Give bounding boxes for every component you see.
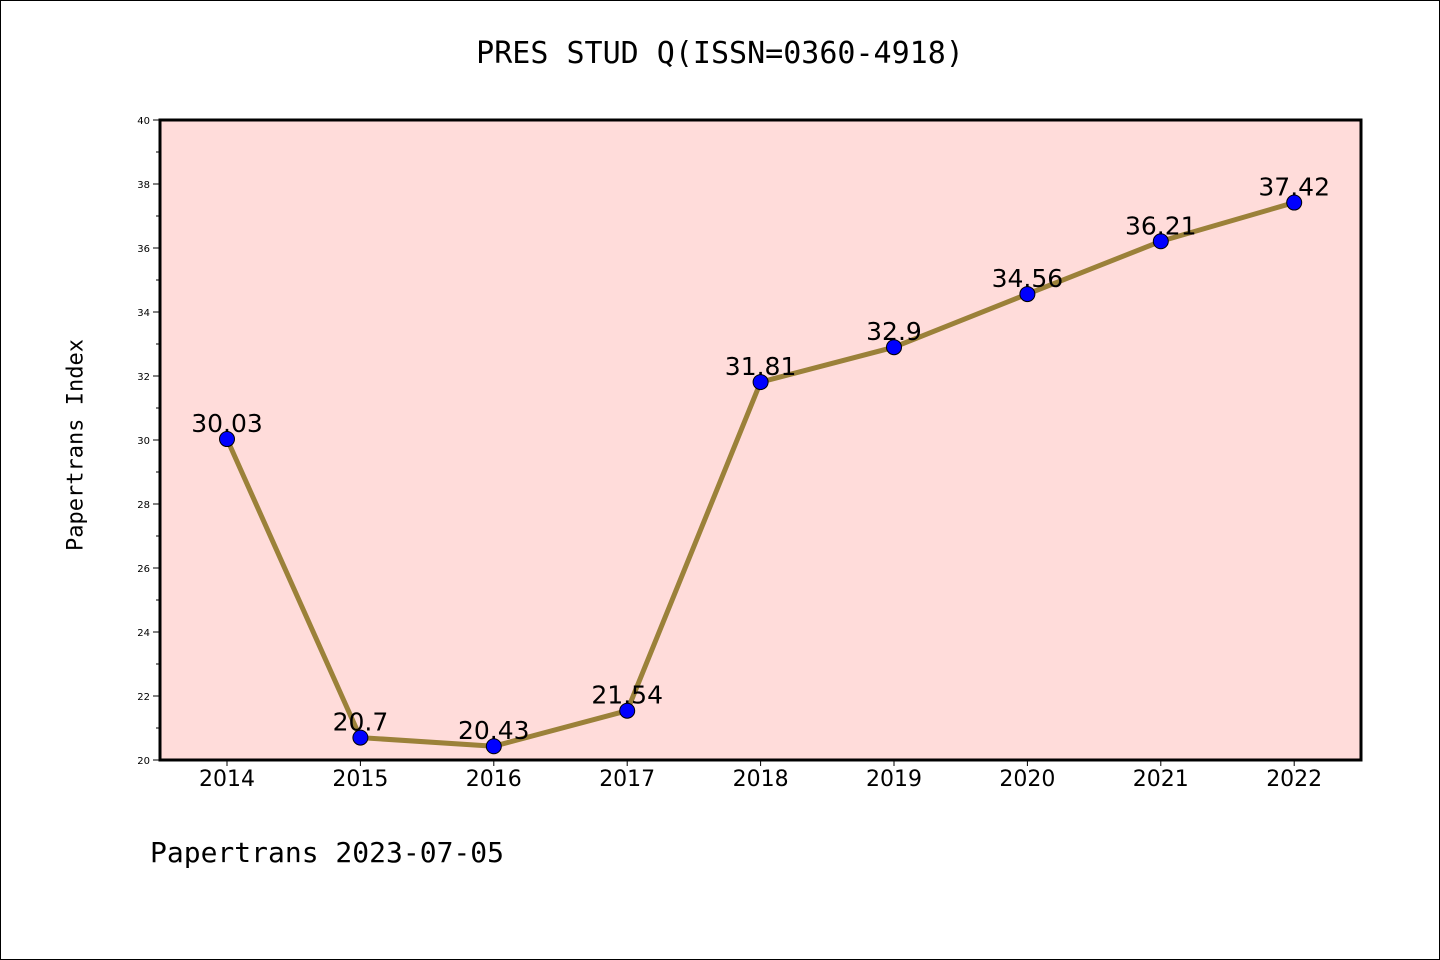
y-tick-label: 36 — [137, 244, 150, 255]
data-label: 20.7 — [333, 708, 389, 737]
y-tick-label: 20 — [137, 756, 150, 767]
data-label: 34.56 — [992, 264, 1064, 293]
x-tick-label: 2014 — [199, 767, 255, 792]
y-tick-label: 32 — [137, 372, 150, 383]
data-label: 32.9 — [866, 317, 922, 346]
y-tick-label: 38 — [137, 180, 150, 191]
data-label: 37.42 — [1258, 173, 1330, 202]
x-tick-label: 2016 — [466, 767, 522, 792]
x-tick-label: 2015 — [332, 767, 388, 792]
data-point — [485, 738, 502, 755]
y-tick-label: 28 — [137, 500, 150, 511]
data-point — [1152, 233, 1169, 250]
data-point — [886, 339, 902, 356]
data-label: 21.54 — [591, 681, 663, 710]
x-tick-label: 2022 — [1266, 767, 1322, 792]
data-label: 30.03 — [191, 409, 263, 438]
data-point — [352, 729, 369, 746]
data-point — [219, 431, 235, 448]
data-label: 31.81 — [725, 352, 797, 381]
y-axis-ticks: 20 22 24 26 28 30 32 34 36 38 40 — [137, 116, 160, 767]
y-tick-label: 22 — [137, 692, 150, 703]
data-labels: 30.03 20.7 20.43 21.54 31.81 32.9 34.56 36.21 37… — [191, 173, 1330, 746]
plot-area — [160, 120, 1361, 760]
data-point — [1019, 286, 1036, 303]
x-tick-label: 2021 — [1133, 767, 1189, 792]
y-tick-label: 26 — [137, 564, 150, 575]
data-point — [619, 702, 636, 719]
y-tick-label: 24 — [137, 628, 150, 639]
series-markers — [219, 194, 1303, 755]
x-tick-label: 2017 — [599, 767, 655, 792]
chart-title: PRES STUD Q(ISSN=0360-4918) — [476, 36, 964, 71]
data-label: 36.21 — [1125, 211, 1197, 240]
data-point — [752, 374, 769, 391]
chart-footer: Papertrans 2023-07-05 — [150, 836, 505, 869]
y-tick-label: 34 — [137, 308, 150, 319]
x-tick-label: 2020 — [999, 767, 1055, 792]
x-axis-ticks: 2014 2015 2016 2017 2018 2019 2020 2021 2022 — [199, 760, 1322, 792]
y-tick-label: 30 — [137, 436, 150, 447]
data-point — [1286, 194, 1303, 211]
plot-border — [158, 118, 1363, 762]
x-tick-label: 2018 — [733, 767, 789, 792]
y-tick-label: 40 — [137, 116, 150, 127]
x-tick-label: 2019 — [866, 767, 922, 792]
data-label: 20.43 — [458, 716, 530, 745]
